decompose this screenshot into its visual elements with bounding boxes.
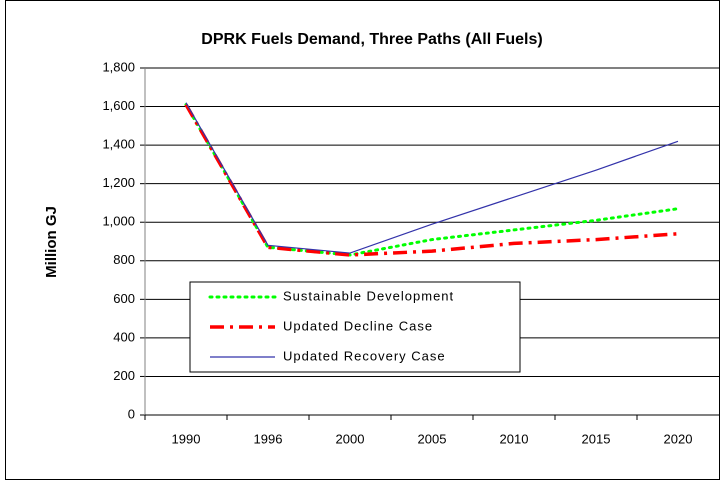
x-tick-label: 2005 [418, 431, 447, 446]
y-tick-label: 600 [113, 291, 135, 306]
y-tick-label: 800 [113, 252, 135, 267]
chart-title: DPRK Fuels Demand, Three Paths (All Fuel… [201, 31, 542, 48]
legend-label: Updated Decline Case [283, 318, 433, 333]
x-tick-label: 2015 [582, 431, 611, 446]
x-tick-label: 2010 [500, 431, 529, 446]
y-tick-label: 1,800 [102, 59, 135, 74]
x-tick-label: 1990 [172, 431, 201, 446]
series-line [185, 102, 679, 254]
x-tick-label: 2020 [664, 431, 693, 446]
y-axis-label: Million GJ [43, 206, 60, 278]
y-tick-label: 1,200 [102, 175, 135, 190]
legend-label: Sustainable Development [283, 288, 454, 303]
y-tick-label: 400 [113, 329, 135, 344]
series-line [184, 103, 679, 257]
x-tick-label: 2000 [336, 431, 365, 446]
y-tick-label: 0 [128, 406, 135, 421]
y-tick-label: 1,400 [102, 137, 135, 152]
y-tick-label: 1,000 [102, 214, 135, 229]
legend-label: Updated Recovery Case [283, 348, 446, 363]
x-tick-label: 1996 [254, 431, 283, 446]
y-tick-label: 1,600 [102, 98, 135, 113]
series-line [184, 103, 680, 257]
y-tick-label: 200 [113, 368, 135, 383]
